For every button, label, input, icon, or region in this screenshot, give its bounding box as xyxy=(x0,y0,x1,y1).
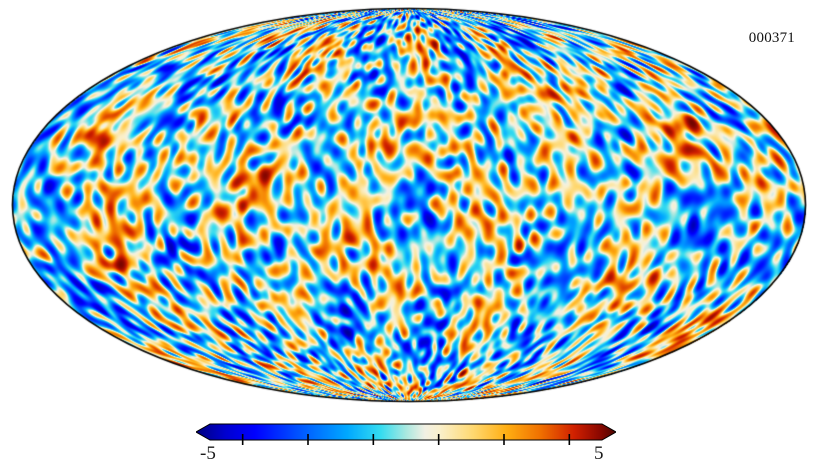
colorbar-svg xyxy=(196,423,616,445)
colorbar-max-label: 5 xyxy=(594,443,604,464)
colorbar-min-label: -5 xyxy=(200,443,216,464)
sky-map xyxy=(11,7,807,403)
sky-map-canvas xyxy=(11,7,807,403)
colorbar-swatch xyxy=(196,423,616,441)
colorbar-ticks xyxy=(241,434,571,445)
colorbar: -5 5 xyxy=(196,421,616,471)
